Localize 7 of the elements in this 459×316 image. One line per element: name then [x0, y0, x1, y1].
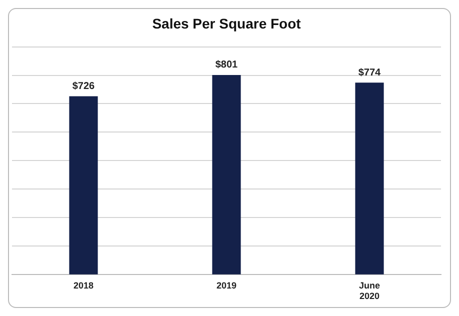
data-label: $726	[72, 81, 96, 92]
x-tick-label: 2019	[216, 280, 237, 290]
data-label: $801	[215, 60, 238, 71]
x-tick-label: 2018	[73, 280, 94, 290]
data-label: $774	[358, 67, 382, 78]
x-tick-label: June 2020	[358, 280, 380, 302]
chart-title: Sales Per Square Foot	[152, 15, 302, 32]
